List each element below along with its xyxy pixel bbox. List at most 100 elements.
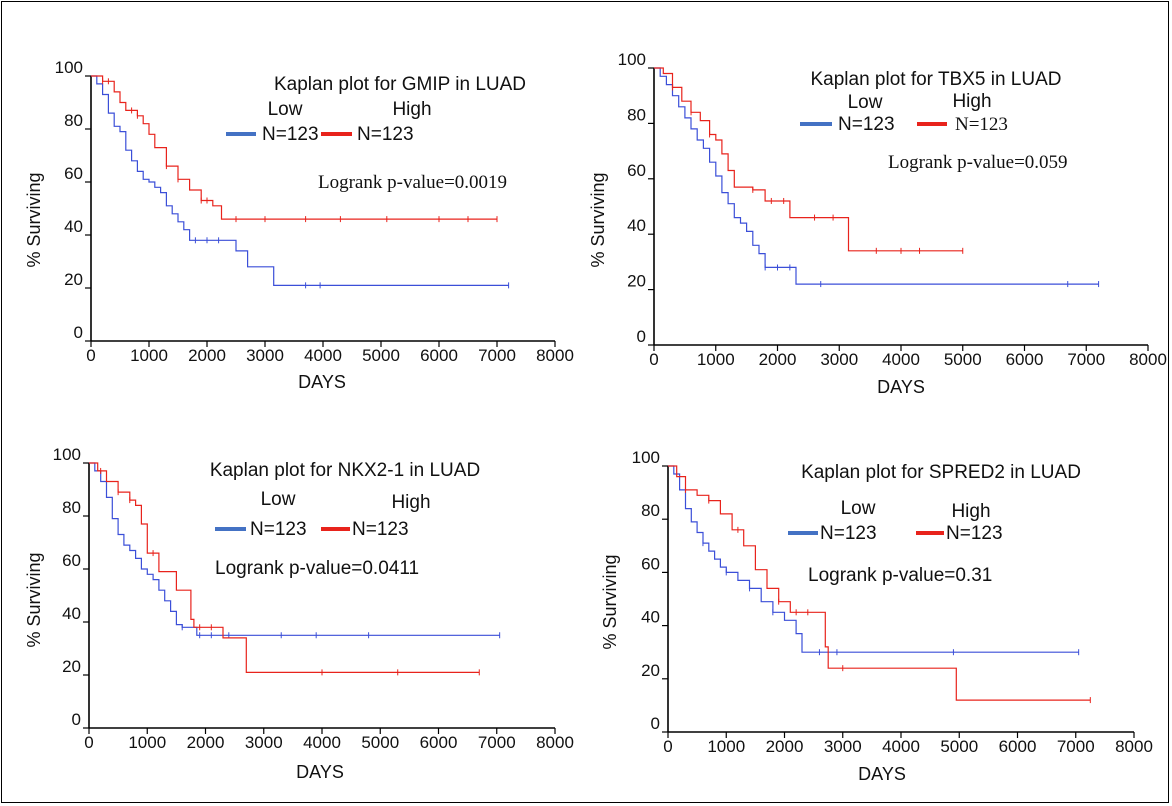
logrank-pvalue: Logrank p-value=0.31 bbox=[808, 565, 992, 586]
survival-curve-low bbox=[654, 67, 1099, 285]
legend-low-n: N=123 bbox=[262, 124, 319, 145]
y-tick-label: 0 bbox=[72, 710, 81, 729]
x-tick-label: 0 bbox=[84, 733, 93, 752]
logrank-pvalue: Logrank p-value=0.0411 bbox=[215, 558, 419, 579]
y-tick-label: 60 bbox=[627, 161, 646, 180]
x-tick-label: 2000 bbox=[766, 737, 804, 756]
y-tick-label: 60 bbox=[64, 164, 83, 183]
y-axis-label: % Surviving bbox=[24, 172, 44, 267]
x-axis-label: DAYS bbox=[298, 372, 346, 392]
x-tick-label: 8000 bbox=[536, 346, 574, 365]
x-tick-label: 6000 bbox=[420, 733, 458, 752]
x-tick-label: 5000 bbox=[362, 346, 400, 365]
legend-low-label: Low bbox=[268, 99, 303, 120]
survival-curve-high bbox=[668, 465, 1091, 701]
legend-high-n: N=123 bbox=[955, 114, 1008, 135]
x-tick-label: 8000 bbox=[536, 733, 574, 752]
y-tick-label: 40 bbox=[641, 608, 660, 627]
x-tick-label: 4000 bbox=[304, 346, 342, 365]
legend-low-n: N=123 bbox=[250, 519, 307, 540]
x-tick-label: 2000 bbox=[188, 346, 226, 365]
legend-high-n: N=123 bbox=[946, 523, 1003, 544]
x-tick-label: 5000 bbox=[940, 737, 978, 756]
x-tick-label: 7000 bbox=[478, 346, 516, 365]
y-tick-label: 40 bbox=[62, 604, 81, 623]
x-tick-label: 0 bbox=[663, 737, 672, 756]
legend-low-n: N=123 bbox=[820, 523, 877, 544]
y-tick-label: 100 bbox=[618, 50, 646, 69]
x-tick-label: 1000 bbox=[128, 733, 166, 752]
y-axis-label: % Surviving bbox=[24, 552, 44, 647]
x-axis-label: DAYS bbox=[858, 764, 906, 784]
chart-title: Kaplan plot for TBX5 in LUAD bbox=[810, 69, 1061, 90]
x-tick-label: 5000 bbox=[944, 350, 982, 369]
survival-curve-low bbox=[89, 462, 500, 636]
survival-curve-low bbox=[668, 465, 1079, 653]
x-tick-label: 7000 bbox=[1067, 350, 1105, 369]
chart-title: Kaplan plot for SPRED2 in LUAD bbox=[801, 462, 1081, 483]
y-axis-label: % Surviving bbox=[588, 172, 608, 267]
y-tick-label: 0 bbox=[74, 323, 83, 342]
x-tick-label: 1000 bbox=[707, 737, 745, 756]
x-tick-label: 2000 bbox=[759, 350, 797, 369]
y-tick-label: 0 bbox=[637, 327, 646, 346]
x-axis-label: DAYS bbox=[877, 377, 925, 397]
chart-title: Kaplan plot for NKX2-1 in LUAD bbox=[210, 460, 480, 481]
x-tick-label: 8000 bbox=[1115, 737, 1153, 756]
y-tick-label: 40 bbox=[64, 217, 83, 236]
y-tick-label: 80 bbox=[64, 111, 83, 130]
y-tick-label: 100 bbox=[53, 445, 81, 464]
x-tick-label: 8000 bbox=[1129, 350, 1167, 369]
x-tick-label: 4000 bbox=[303, 733, 341, 752]
y-axis-label: % Surviving bbox=[600, 554, 620, 649]
x-tick-label: 3000 bbox=[820, 350, 858, 369]
x-tick-label: 2000 bbox=[187, 733, 225, 752]
legend-high-label: High bbox=[392, 99, 431, 120]
chart-title: Kaplan plot for GMIP in LUAD bbox=[274, 74, 526, 95]
x-tick-label: 1000 bbox=[697, 350, 735, 369]
x-tick-label: 0 bbox=[86, 346, 95, 365]
legend-high-label: High bbox=[951, 501, 990, 522]
x-tick-label: 3000 bbox=[245, 733, 283, 752]
legend-high-label: High bbox=[391, 492, 430, 513]
x-tick-label: 6000 bbox=[420, 346, 458, 365]
y-tick-label: 20 bbox=[627, 272, 646, 291]
legend-low-label: Low bbox=[841, 498, 876, 519]
survival-curve-high bbox=[91, 75, 497, 220]
y-tick-label: 100 bbox=[55, 58, 83, 77]
y-tick-label: 60 bbox=[62, 551, 81, 570]
y-tick-label: 20 bbox=[64, 270, 83, 289]
x-tick-label: 3000 bbox=[246, 346, 284, 365]
legend-high-label: High bbox=[952, 91, 991, 112]
logrank-pvalue: Logrank p-value=0.0019 bbox=[318, 172, 507, 193]
y-tick-label: 80 bbox=[641, 501, 660, 520]
y-tick-label: 20 bbox=[62, 657, 81, 676]
x-tick-label: 6000 bbox=[1006, 350, 1044, 369]
survival-curve-high bbox=[89, 462, 480, 673]
x-tick-label: 7000 bbox=[478, 733, 516, 752]
logrank-pvalue: Logrank p-value=0.059 bbox=[888, 152, 1068, 173]
legend-low-label: Low bbox=[261, 489, 296, 510]
x-tick-label: 5000 bbox=[361, 733, 399, 752]
y-tick-label: 60 bbox=[641, 554, 660, 573]
y-tick-label: 100 bbox=[632, 448, 660, 467]
x-tick-label: 3000 bbox=[824, 737, 862, 756]
survival-curve-high bbox=[654, 67, 963, 252]
x-tick-label: 6000 bbox=[999, 737, 1037, 756]
x-tick-label: 7000 bbox=[1057, 737, 1095, 756]
x-tick-label: 1000 bbox=[130, 346, 168, 365]
y-tick-label: 20 bbox=[641, 661, 660, 680]
y-tick-label: 80 bbox=[627, 105, 646, 124]
legend-high-n: N=123 bbox=[357, 124, 414, 145]
x-tick-label: 4000 bbox=[882, 737, 920, 756]
legend-high-n: N=123 bbox=[352, 519, 409, 540]
x-tick-label: 4000 bbox=[882, 350, 920, 369]
x-tick-label: 0 bbox=[649, 350, 658, 369]
x-axis-label: DAYS bbox=[296, 762, 344, 782]
